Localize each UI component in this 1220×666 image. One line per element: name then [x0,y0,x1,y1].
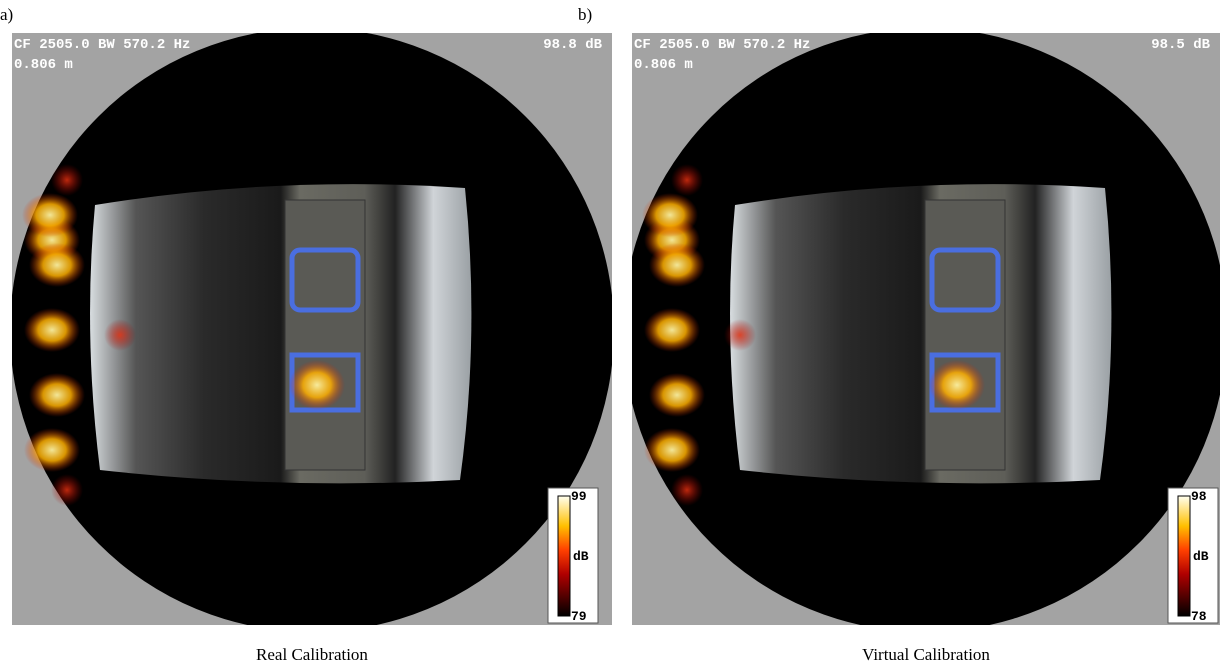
hotspot [929,360,985,410]
header-left: CF 2505.0 BW 570.2 Hz [634,37,810,53]
camera-view [90,184,471,483]
panel-label: a) [0,5,13,24]
hotspot [24,308,80,352]
colorbar-min: 78 [1191,609,1207,624]
hotspot [642,193,698,237]
hotspot [644,308,700,352]
distance: 0.806 m [634,57,693,73]
hotspot [29,373,85,417]
hotspot-weak [51,164,83,196]
hotspot [649,373,705,417]
hotspot [22,193,78,237]
hotspot [644,428,700,472]
level: 98.5 dB [1151,37,1210,53]
colorbar-min: 79 [571,609,587,624]
header-left: CF 2505.0 BW 570.2 Hz [14,37,190,53]
hotspot-weak [671,474,703,506]
hotspot-weak [671,164,703,196]
hotspot [29,243,85,287]
panel-plate [285,200,365,470]
hotspot-weak [51,474,83,506]
panel-plate [925,200,1005,470]
colorbar [1178,496,1190,616]
colorbar [558,496,570,616]
hotspot [289,360,345,410]
distance: 0.806 m [14,57,73,73]
caption: Real Calibration [256,645,368,664]
hotspot [24,428,80,472]
level: 98.8 dB [543,37,602,53]
caption: Virtual Calibration [862,645,990,664]
colorbar-max: 98 [1191,489,1207,504]
colorbar-unit: dB [573,549,589,564]
colorbar-unit: dB [1193,549,1209,564]
hotspot [649,243,705,287]
panel: a)CF 2505.0 BW 570.2 Hz 0.806 m 98.8 dB 99 d… [0,5,614,664]
panel: b) CF 2505.0 BW 570.2 Hz 0.806 m 98.5 dB 98 d… [578,5,1220,664]
camera-view [730,184,1111,483]
hotspot-weak [104,319,136,351]
acoustic-image: CF 2505.0 BW 570.2 Hz 0.806 m 98.5 dB 98 dB 7… [623,28,1220,632]
figure: a)CF 2505.0 BW 570.2 Hz0.806 m98.8 dB99d… [0,0,1220,666]
panel-label: b) [578,5,592,24]
acoustic-image: CF 2505.0 BW 570.2 Hz 0.806 m 98.8 dB 99 dB 7… [10,28,614,632]
hotspot-weak [724,319,756,351]
colorbar-max: 99 [571,489,587,504]
